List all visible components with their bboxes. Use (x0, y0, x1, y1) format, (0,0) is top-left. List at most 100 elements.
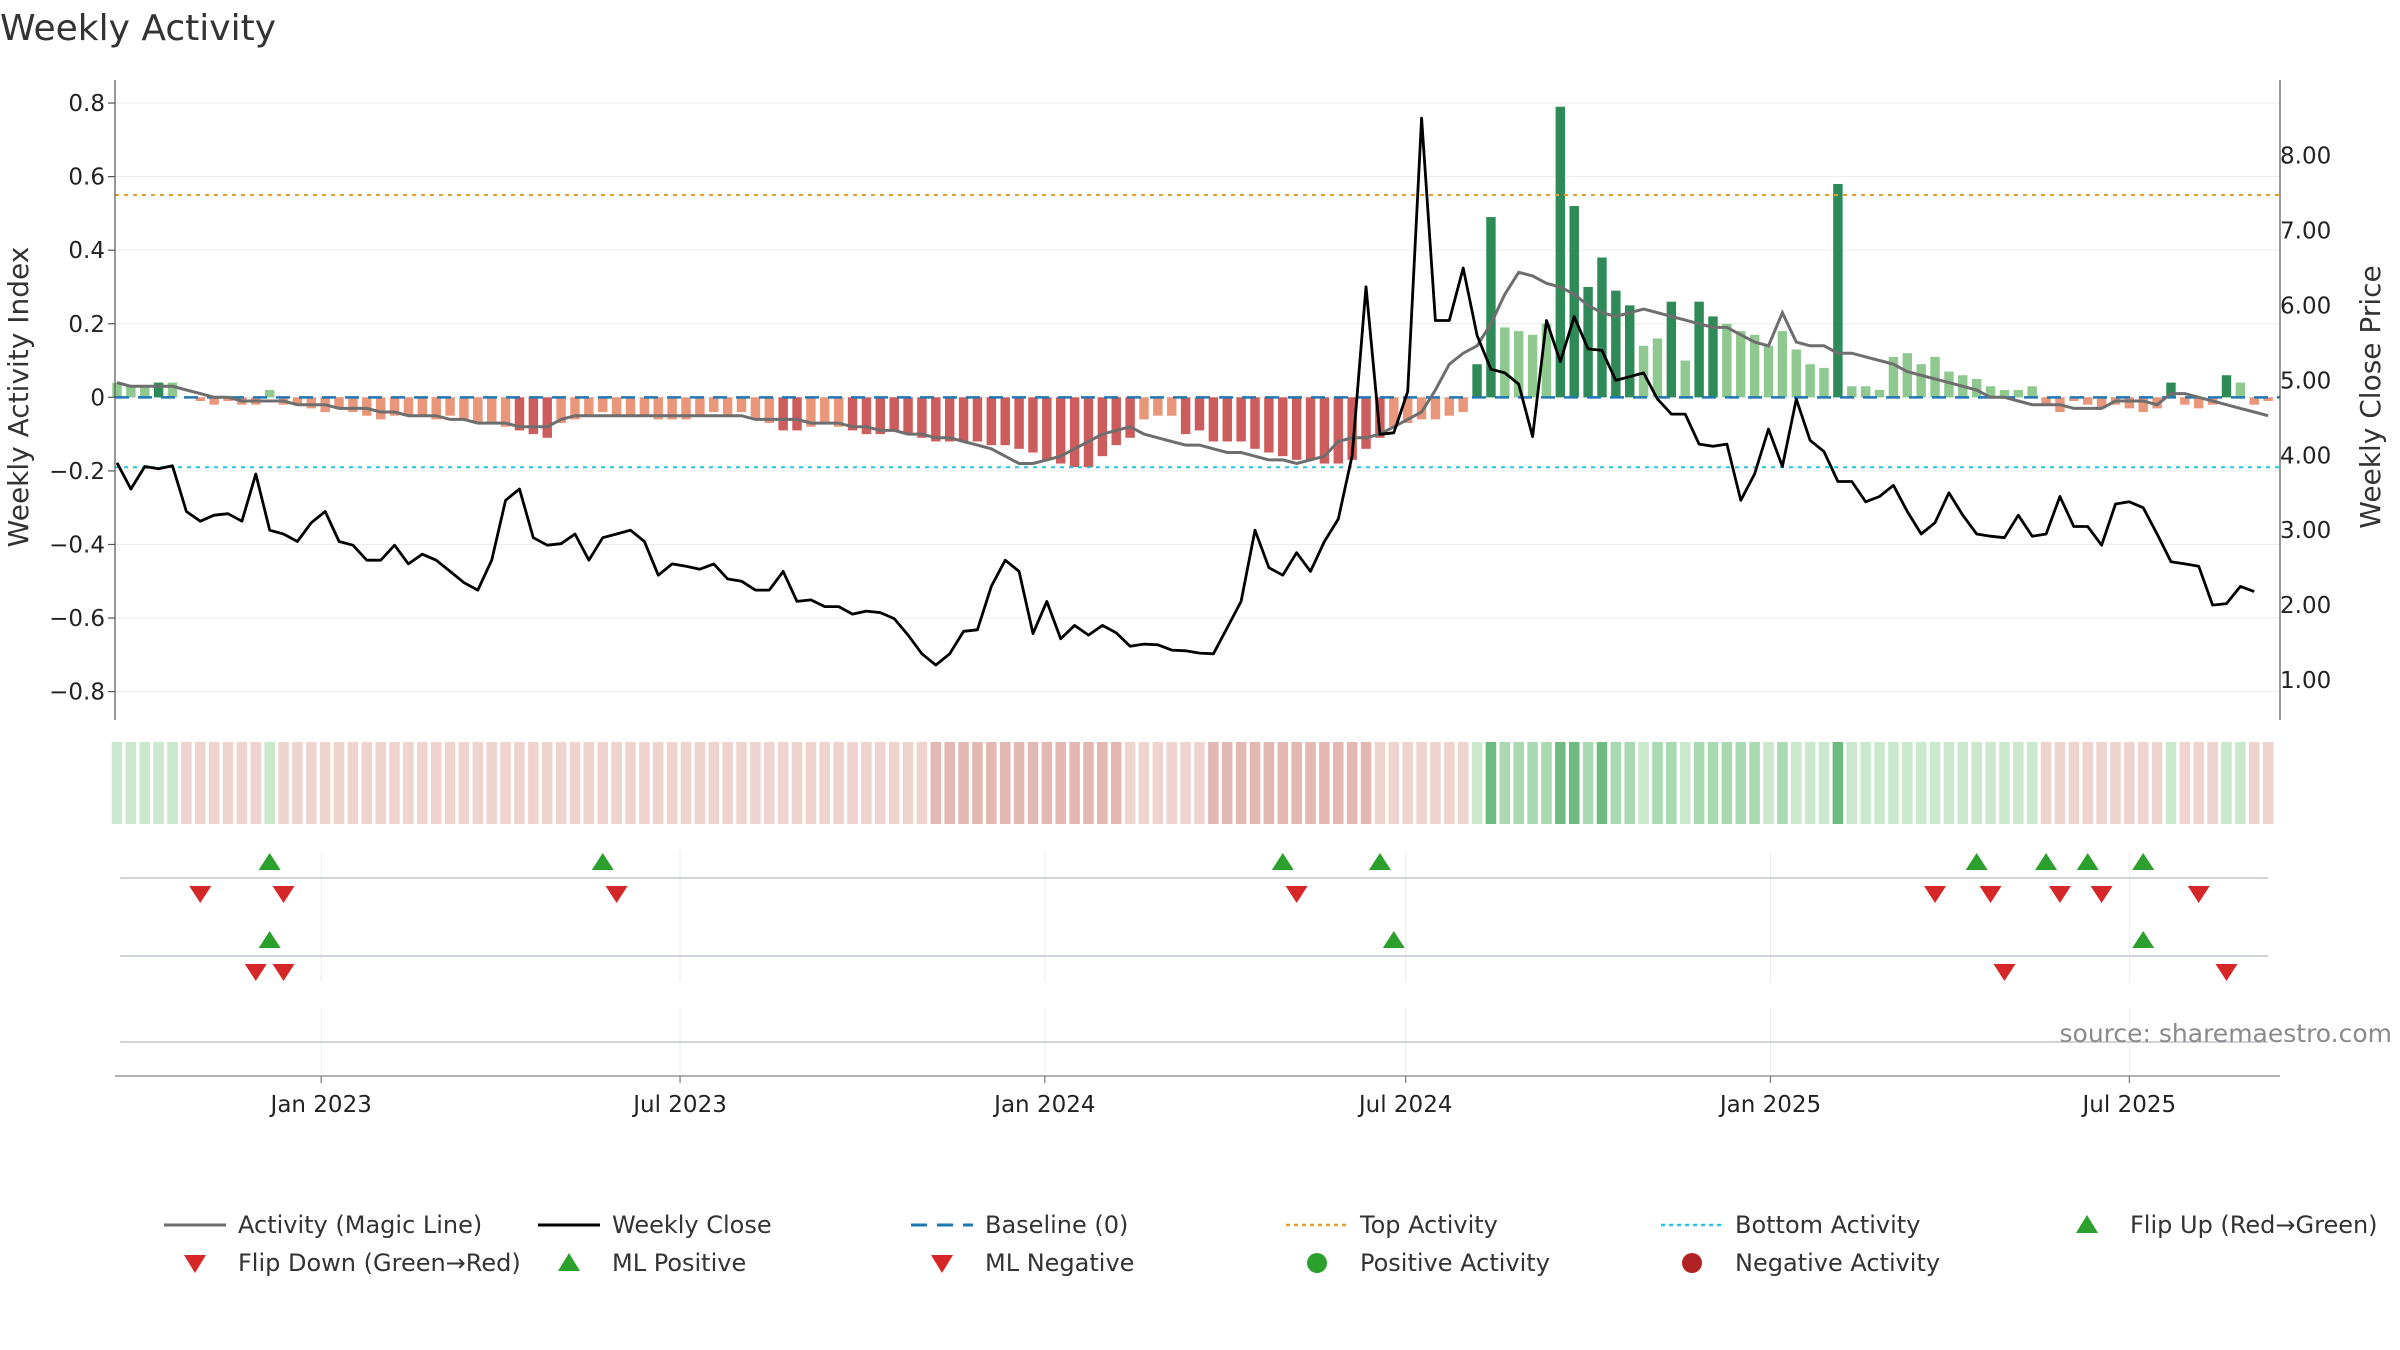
activity-bar (389, 397, 400, 416)
activity-bar (1652, 338, 1663, 398)
strip-cell (208, 742, 220, 824)
strip-cell (1874, 742, 1885, 824)
strip-cell (2137, 742, 2149, 824)
activity-bar (362, 397, 372, 416)
strip-cell (1721, 742, 1733, 824)
strip-cell (1957, 742, 1969, 824)
activity-bar (292, 397, 303, 405)
activity-bar (153, 382, 164, 398)
strip-cell (194, 742, 206, 824)
strip-cell (2207, 742, 2218, 824)
activity-bar (167, 382, 178, 398)
activity-bar (958, 397, 969, 442)
strip-cell (292, 742, 303, 824)
series-lines (115, 116, 2269, 667)
activity-bar (1860, 386, 1871, 398)
strip-cell (736, 742, 747, 824)
activity-bar (1569, 206, 1579, 398)
grid (115, 102, 2280, 1072)
strip-cell (167, 742, 178, 824)
activity-bar (2041, 397, 2051, 405)
y2-tick-label: 6.00 (2280, 293, 2331, 319)
legend-triangle-down-icon (931, 1255, 953, 1273)
y2-tick-label: 7.00 (2280, 219, 2331, 245)
strip-cell (1846, 742, 1858, 824)
activity-bar (1541, 323, 1552, 398)
strip-cell (902, 742, 914, 824)
legend-label: Negative Activity (1735, 1249, 1940, 1277)
strip-cell (1346, 742, 1358, 824)
activity-bar (1319, 397, 1330, 464)
strip-cell (597, 742, 609, 824)
strip-cell (1055, 742, 1066, 824)
legend-label: Flip Up (Red→Green) (2130, 1211, 2378, 1239)
activity-bar (1916, 364, 1926, 398)
activity-color-strip (111, 742, 2274, 824)
strip-cell (2110, 742, 2121, 824)
activity-bar (2249, 397, 2259, 405)
activity-bar (2069, 397, 2079, 401)
activity-bar (486, 397, 497, 424)
strip-cell (1138, 742, 1150, 824)
strip-cell (1652, 742, 1663, 824)
activity-bar (1167, 397, 1177, 416)
activity-bar (2263, 397, 2273, 401)
strip-cell (472, 742, 484, 824)
activity-bar (903, 397, 913, 435)
activity-bar (653, 397, 663, 420)
activity-bar (334, 397, 344, 409)
activity-bar (1333, 397, 1344, 464)
activity-bar (1347, 397, 1357, 460)
activity-bar (861, 397, 872, 435)
axes: 0.8 0.6 0.4 0.2 0 −0.2 −0.4 −0.6 −0.8 8.00 7.00 6.0… (49, 80, 2331, 1077)
strip-cell (1083, 742, 1094, 824)
strip-cell (1929, 742, 1941, 824)
strip-cell (916, 742, 928, 824)
activity-bar (2194, 397, 2204, 409)
strip-cell (1069, 742, 1080, 824)
up-triangle-marker (258, 931, 281, 948)
activity-bar (2013, 389, 2024, 398)
activity-bar (639, 397, 650, 416)
strip-cell (1804, 742, 1816, 824)
strip-cell (236, 742, 248, 824)
strip-cell (1027, 742, 1039, 824)
strip-cell (1374, 742, 1386, 824)
activity-bar (584, 397, 594, 416)
strip-cell (2151, 742, 2163, 824)
strip-cell (1902, 742, 1913, 824)
activity-bar (1694, 301, 1704, 398)
strip-cell (2193, 742, 2205, 824)
activity-bar (140, 386, 150, 398)
chart-title: Weekly Activity (0, 8, 276, 49)
strip-cell (1735, 742, 1747, 824)
strip-cell (1693, 742, 1705, 824)
strip-cell (1097, 742, 1108, 824)
strip-cell (875, 742, 886, 824)
strip-cell (1360, 742, 1372, 824)
x-tick-label: Jan 2025 (1718, 1092, 1821, 1118)
strip-cell (1166, 742, 1178, 824)
strip-cell (1291, 742, 1302, 824)
strip-cell (1471, 742, 1483, 824)
strip-cell (430, 742, 442, 824)
strip-cell (1527, 742, 1538, 824)
strip-cell (2179, 742, 2191, 824)
activity-bar (750, 397, 761, 420)
y-tick-label: 0.8 (68, 91, 105, 117)
y-axis-label: Weekly Activity Index (2, 247, 35, 548)
down-triangle-marker (272, 964, 295, 981)
strip-cell (500, 742, 511, 824)
down-triangle-marker (1993, 964, 2016, 981)
activity-bar (611, 397, 622, 416)
strip-cell (569, 742, 581, 824)
strip-cell (1888, 742, 1899, 824)
activity-bar (417, 397, 428, 416)
strip-cell (1499, 742, 1511, 824)
activity-bar (1527, 334, 1538, 398)
activity-bar (556, 397, 566, 424)
activity-bar (1902, 353, 1913, 398)
up-triangle-marker (258, 853, 281, 870)
activity-bar (1402, 397, 1413, 424)
up-triangle-marker (1965, 853, 1988, 870)
